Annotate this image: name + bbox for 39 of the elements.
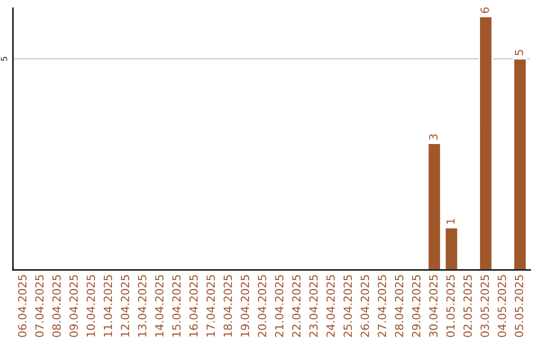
x-tick-label: 05.05.2025 (514, 275, 524, 338)
x-tick-label: 01.05.2025 (446, 275, 455, 338)
x-tick-label: 24.04.2025 (326, 275, 335, 337)
x-tick-label: 23.04.2025 (309, 275, 318, 337)
x-tick-label: 04.05.2025 (498, 275, 506, 338)
x-tick-label: 28.04.2025 (394, 275, 404, 337)
bar (427, 142, 442, 270)
x-tick-label: 16.04.2025 (189, 275, 198, 337)
x-tick-label: 02.05.2025 (463, 275, 472, 338)
x-tick-label: 22.04.2025 (292, 275, 301, 337)
bar (444, 227, 459, 270)
x-tick-label: 25.04.2025 (344, 275, 352, 337)
data-label: 1 (446, 218, 455, 224)
x-tick-label: 27.04.2025 (378, 275, 386, 337)
x-tick-label: 26.04.2025 (360, 275, 370, 337)
x-tick-label: 06.04.2025 (18, 275, 26, 338)
x-tick-label: 12.04.2025 (120, 275, 130, 337)
data-label: 5 (514, 50, 524, 56)
x-tick-label: 11.04.2025 (104, 275, 112, 337)
x-tick-label: 03.05.2025 (480, 275, 489, 338)
x-tick-label: 20.04.2025 (258, 275, 266, 337)
x-tick-label: 29.04.2025 (412, 275, 420, 337)
x-tick-label: 08.04.2025 (52, 275, 61, 338)
x-tick-label: 14.04.2025 (155, 275, 164, 337)
data-label: 3 (429, 134, 438, 140)
x-tick-label: 19.04.2025 (240, 275, 250, 337)
x-tick-label: 17.04.2025 (206, 275, 215, 337)
x-tick-label: 07.04.2025 (35, 275, 44, 338)
x-tick-label: 21.04.2025 (275, 275, 284, 337)
bar (478, 16, 493, 270)
x-tick-label: 10.04.2025 (86, 275, 95, 337)
x-tick-label: 13.04.2025 (138, 275, 146, 337)
x-tick-label: 18.04.2025 (224, 275, 232, 337)
data-label: 6 (480, 7, 489, 14)
x-tick-label: 09.04.2025 (69, 275, 78, 338)
ref-line-label: 5 (0, 56, 8, 61)
bar (512, 58, 528, 270)
x-tick-label: 30.04.2025 (429, 275, 438, 337)
x-tick-label: 15.04.2025 (172, 275, 181, 337)
